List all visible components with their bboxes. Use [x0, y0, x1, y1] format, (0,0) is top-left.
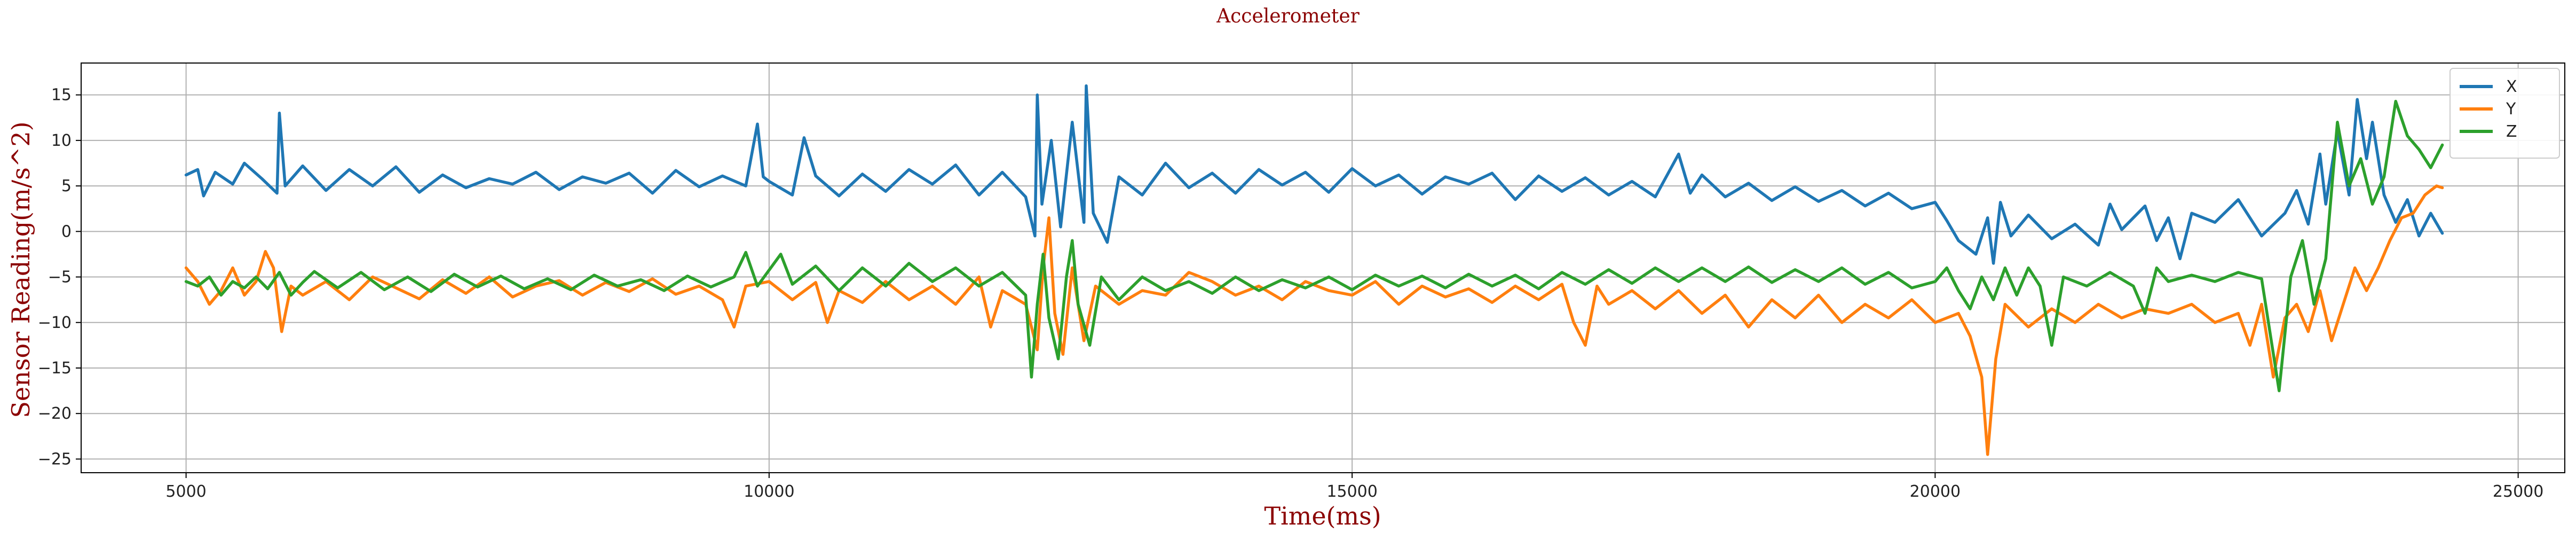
y-tick-label: −5	[48, 268, 72, 287]
y-tick-label: 10	[51, 131, 72, 150]
legend-label-x: X	[2506, 77, 2517, 96]
y-axis-label: Sensor Reading(m/s^2)	[6, 121, 35, 418]
y-tick-label: 0	[61, 222, 72, 241]
y-tick-label: −20	[38, 404, 72, 423]
chart-title: Accelerometer	[1216, 5, 1360, 27]
x-tick-label: 20000	[1910, 482, 1961, 501]
series-line-z	[184, 99, 2444, 393]
legend-label-y: Y	[2506, 100, 2516, 119]
series-layer	[184, 84, 2444, 456]
y-tick-label: −15	[38, 359, 72, 378]
grid-layer	[81, 63, 2565, 473]
x-tick-label: 25000	[2493, 482, 2543, 501]
series-line-y	[184, 184, 2444, 456]
y-tick-label: −25	[38, 450, 72, 468]
legend-label-z: Z	[2506, 122, 2517, 141]
y-tick-label: −10	[38, 314, 72, 332]
x-tick-label: 10000	[744, 482, 794, 501]
legend-box	[2449, 68, 2560, 159]
x-tick-label: 15000	[1326, 482, 1377, 501]
series-line-x	[184, 84, 2444, 265]
legend: XYZ	[2449, 68, 2560, 159]
plot-frame	[81, 62, 2565, 473]
tick-layer: 5000 10000 15000 20000 25000 15 10 5 0 −5 −10 −15 −2…	[38, 86, 2544, 501]
y-tick-label: 5	[61, 177, 72, 195]
x-axis-label: Time(ms)	[1264, 502, 1381, 530]
x-tick-label: 5000	[165, 482, 206, 501]
y-tick-label: 15	[51, 86, 72, 105]
